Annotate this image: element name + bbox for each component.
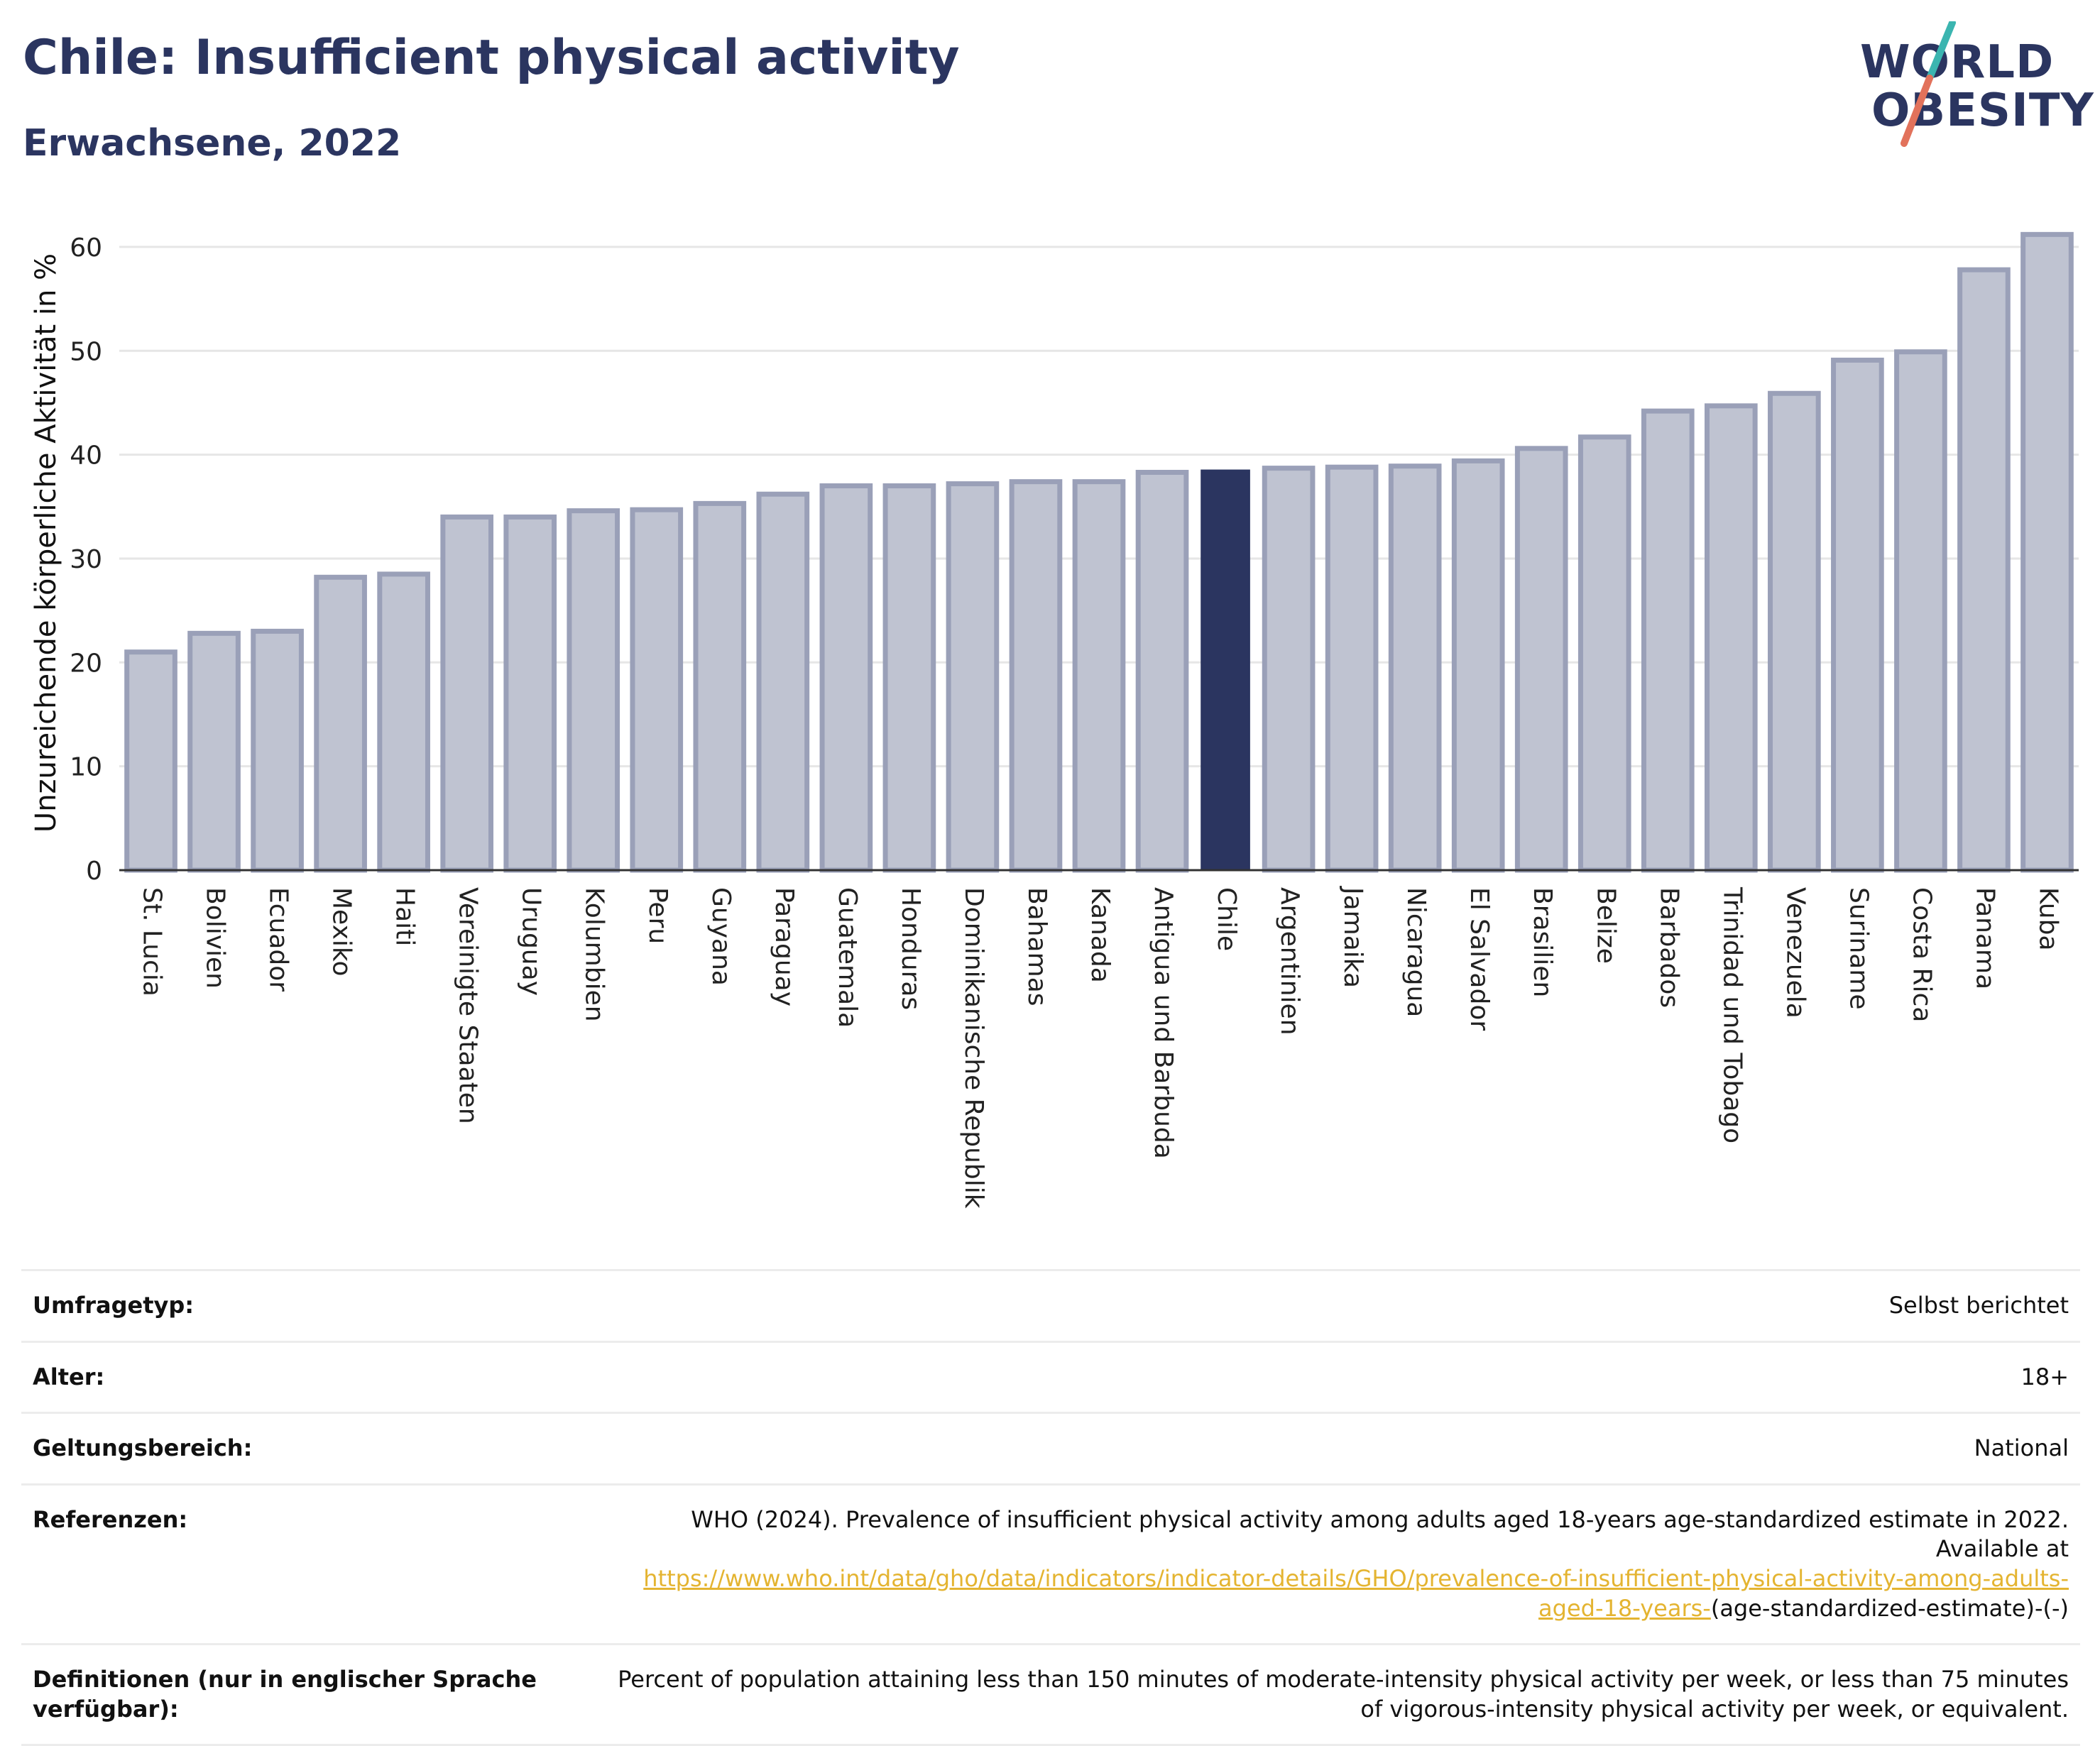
- bar-suriname: [1831, 357, 1884, 873]
- logo-line-1: WORLD: [1860, 36, 2055, 89]
- bars: [124, 231, 2074, 873]
- x-tick-label: Vereinigte Staaten: [454, 887, 483, 1124]
- bar-haiti: [377, 571, 430, 873]
- bar-dominikanische-republik: [946, 481, 1000, 873]
- bar-peru: [630, 507, 684, 873]
- x-tick-label: Honduras: [896, 887, 925, 1010]
- logo-slash-icon: [1901, 21, 1956, 147]
- x-tick-label: El Salvador: [1465, 887, 1494, 1031]
- meta-label: Referenzen:: [21, 1483, 584, 1646]
- bar-ecuador: [251, 628, 304, 873]
- x-tick-label: Barbados: [1654, 887, 1683, 1008]
- x-tick-label: Kolumbien: [580, 887, 609, 1022]
- references-text: WHO (2024). Prevalence of insufficient p…: [691, 1505, 2069, 1563]
- bar-antigua-und-barbuda: [1135, 469, 1189, 873]
- bar-bolivien: [187, 630, 241, 873]
- x-tick-label: Bahamas: [1022, 887, 1051, 1006]
- axes: 0 10 20 30 40 50 60 St. Lucia Bolivien Ecuador Mex…: [70, 234, 2079, 1209]
- bar-uruguay: [503, 514, 557, 873]
- x-tick-label: Dominikanische Republik: [959, 887, 988, 1209]
- world-obesity-logo: WORLD OBESITY: [1846, 21, 2094, 149]
- x-tick-label: Mexiko: [327, 887, 356, 976]
- x-tick-label: Belize: [1591, 887, 1620, 964]
- y-tick-label: 30: [70, 545, 102, 574]
- page-title: Chile: Insufficient physical activity: [23, 30, 960, 86]
- x-tick-label: Chile: [1212, 887, 1241, 951]
- x-tick-label: Peru: [643, 887, 672, 944]
- bar-trinidad-und-tobago: [1704, 403, 1758, 873]
- meta-value: National: [584, 1412, 2080, 1486]
- meta-label: Alter:: [21, 1340, 584, 1415]
- bar-guatemala: [819, 483, 873, 873]
- bar-mexiko: [314, 574, 367, 873]
- meta-row-scope: Geltungsbereich: National: [21, 1412, 2080, 1486]
- bar-venezuela: [1768, 390, 1821, 873]
- bar-guyana: [693, 500, 747, 873]
- x-tick-label: Guyana: [706, 887, 735, 986]
- meta-label: Geltungsbereich:: [21, 1412, 584, 1486]
- x-tick-label: Venezuela: [1781, 887, 1810, 1018]
- y-axis-label: Unzureichende körperliche Aktivität in %: [30, 253, 62, 833]
- meta-label: Definitionen (nur in englischer Sprache …: [21, 1643, 584, 1746]
- x-tick-label: Jamaika: [1338, 886, 1367, 988]
- x-tick-label: Trinidad und Tobago: [1717, 886, 1746, 1143]
- bar-costa-rica: [1894, 349, 1947, 873]
- bar-jamaika: [1325, 464, 1379, 873]
- bar-kanada: [1072, 479, 1126, 873]
- y-tick-label: 60: [70, 234, 102, 263]
- bar-kolumbien: [567, 508, 620, 873]
- y-tick-label: 50: [70, 337, 102, 366]
- x-tick-label: Kanada: [1085, 887, 1115, 983]
- x-tick-label: Bolivien: [201, 887, 230, 989]
- x-tick-label: Haiti: [390, 887, 420, 946]
- x-tick-label: Panama: [1970, 887, 1999, 989]
- bar-paraguay: [756, 491, 810, 873]
- x-tick-label: Guatemala: [833, 887, 862, 1028]
- meta-row-survey-type: Umfragetyp: Selbst berichtet: [21, 1269, 2080, 1343]
- bar-belize: [1577, 434, 1631, 873]
- metadata-table: Umfragetyp: Selbst berichtet Alter: 18+ …: [21, 1269, 2080, 1746]
- bar-brasilien: [1514, 446, 1568, 873]
- x-tick-label: Uruguay: [517, 887, 546, 996]
- bar-kuba: [2020, 231, 2074, 873]
- meta-row-references: Referenzen: WHO (2024). Prevalence of in…: [21, 1483, 2080, 1646]
- meta-value: Selbst berichtet: [584, 1269, 2080, 1343]
- y-tick-label: 10: [70, 753, 102, 782]
- bar-st-lucia: [124, 649, 177, 873]
- y-tick-label: 0: [86, 857, 102, 886]
- bar-chile: [1201, 469, 1250, 871]
- y-tick-label: 20: [70, 649, 102, 678]
- x-tick-label: Suriname: [1844, 887, 1873, 1010]
- references-link[interactable]: https://www.who.int/data/gho/data/indica…: [643, 1564, 2069, 1622]
- bar-barbados: [1641, 408, 1695, 873]
- bar-nicaragua: [1388, 463, 1442, 873]
- x-tick-label: Ecuador: [264, 887, 293, 992]
- x-tick-label: St. Lucia: [138, 887, 167, 996]
- meta-label: Umfragetyp:: [21, 1269, 584, 1343]
- bar-chart: 0 10 20 30 40 50 60 St. Lucia Bolivien Ecuador Mex…: [30, 231, 2079, 1209]
- meta-value: Percent of population attaining less tha…: [584, 1643, 2080, 1746]
- bar-honduras: [882, 483, 936, 873]
- x-tick-label: Brasilien: [1528, 887, 1557, 997]
- x-tick-label: Paraguay: [770, 887, 799, 1006]
- bar-el-salvador: [1451, 458, 1505, 873]
- bar-panama: [1957, 267, 2011, 873]
- bar-vereinigte-staaten: [440, 514, 494, 873]
- page-subtitle: Erwachsene, 2022: [23, 122, 402, 165]
- y-tick-label: 40: [70, 441, 102, 471]
- references-value: WHO (2024). Prevalence of insufficient p…: [584, 1483, 2080, 1646]
- meta-row-definitions: Definitionen (nur in englischer Sprache …: [21, 1643, 2080, 1746]
- meta-value: 18+: [584, 1340, 2080, 1415]
- x-tick-label: Kuba: [2033, 887, 2062, 951]
- references-suffix: (age-standardized-estimate)-(-): [1710, 1594, 2069, 1622]
- bar-argentinien: [1262, 466, 1316, 873]
- bar-bahamas: [1009, 479, 1063, 873]
- meta-row-age: Alter: 18+: [21, 1340, 2080, 1415]
- x-tick-label: Argentinien: [1275, 887, 1304, 1036]
- x-tick-label: Nicaragua: [1401, 887, 1431, 1017]
- x-tick-label: Antigua und Barbuda: [1149, 887, 1178, 1159]
- x-tick-label: Costa Rica: [1907, 887, 1936, 1022]
